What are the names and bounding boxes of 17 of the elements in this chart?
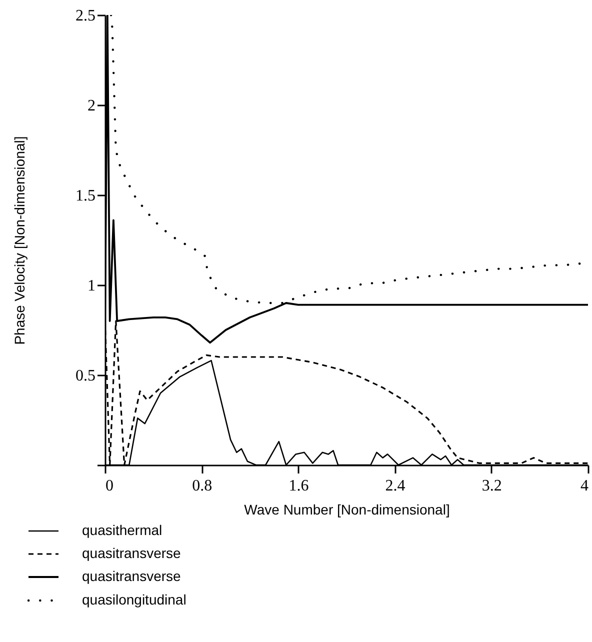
x-tick-label: 0	[106, 478, 114, 494]
x-tick-label: 4	[580, 478, 588, 494]
x-tick-label: 3.2	[482, 478, 502, 494]
y-tick-label: 0.5	[76, 368, 96, 384]
x-tick-label: 0.8	[192, 478, 212, 494]
y-axis-title: Phase Velocity [Non-dimensional]	[12, 136, 28, 345]
legend-label: quasilongitudinal	[82, 592, 186, 608]
legend-label: quasitransverse	[82, 568, 182, 584]
legend-label: quasitransverse	[82, 545, 182, 561]
y-tick-label: 2.5	[76, 8, 96, 24]
legend-label: quasithermal	[82, 522, 162, 538]
x-axis-title: Wave Number [Non-dimensional]	[244, 502, 450, 518]
y-tick-label: 2	[88, 98, 96, 114]
y-tick-label: 1	[88, 278, 96, 294]
x-tick-label: 2.4	[385, 478, 406, 494]
y-tick-label: 1.5	[76, 188, 96, 204]
x-tick-label: 1.6	[288, 478, 309, 494]
